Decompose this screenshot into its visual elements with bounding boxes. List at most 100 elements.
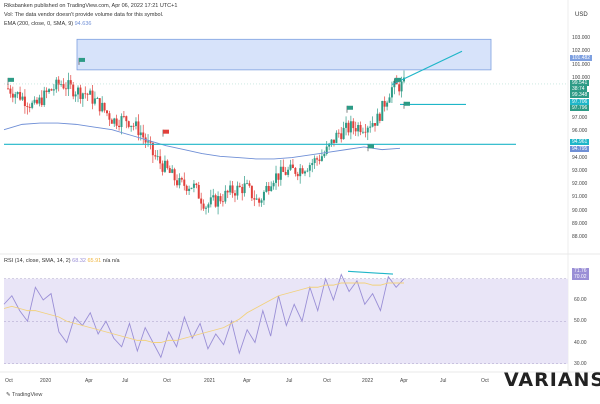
candle-body — [364, 131, 367, 133]
candle-body — [376, 113, 379, 126]
tradingview-logo: ✎ TradingView — [6, 392, 42, 398]
candle-body — [147, 141, 150, 143]
price-tag-low2: 97.796 — [570, 105, 590, 112]
time-axis-label: Jul — [286, 378, 293, 384]
candle-body — [390, 87, 393, 98]
candle-body — [231, 185, 234, 194]
time-axis-label: 2020 — [40, 378, 52, 384]
rsi-axis-label: 60.00 — [574, 297, 587, 303]
candle-body — [219, 196, 222, 202]
candle-body — [359, 125, 362, 133]
candle-body — [67, 80, 70, 90]
candle-body — [14, 94, 17, 98]
candle-body — [212, 195, 215, 198]
signal-flag — [404, 101, 410, 106]
price-tag-sup2: 94.795 — [570, 145, 590, 152]
price-tag-countdown: 38:74 — [570, 86, 587, 93]
candle-body — [74, 94, 77, 97]
candle-body — [400, 81, 403, 92]
candle-body — [110, 119, 113, 124]
candle-body — [209, 197, 212, 205]
candle-body — [125, 116, 128, 122]
candle-body — [166, 160, 169, 169]
time-axis-label: 2022 — [362, 378, 374, 384]
candle-body — [340, 133, 343, 140]
tv-icon: ✎ — [6, 392, 11, 398]
candle-body — [316, 158, 319, 160]
candle-body — [91, 90, 94, 104]
candle-body — [190, 187, 193, 189]
candle-body — [345, 122, 348, 128]
candle-body — [45, 90, 48, 93]
candle-body — [299, 168, 302, 177]
candle-body — [50, 89, 53, 91]
candle-body — [383, 100, 386, 107]
candle-body — [349, 121, 352, 133]
candle-body — [236, 185, 239, 196]
candle-body — [243, 183, 246, 194]
candle-body — [320, 156, 323, 161]
signal-flag — [347, 105, 353, 110]
candle-body — [313, 158, 316, 164]
candle-body — [381, 100, 384, 121]
candle-body — [217, 196, 220, 207]
candle-body — [122, 116, 125, 117]
candle-body — [40, 97, 43, 106]
candle-body — [89, 90, 92, 95]
time-axis-label: Oct — [323, 378, 331, 384]
price-axis-label: 88.000 — [572, 234, 588, 241]
price-axis-label: 94.000 — [572, 154, 588, 161]
candle-body — [277, 173, 280, 180]
candle-body — [207, 204, 210, 208]
candle-body — [308, 165, 311, 171]
candle-body — [291, 164, 294, 169]
candle-body — [289, 164, 292, 170]
candle-body — [226, 190, 229, 193]
rsi-axis-label: 50.00 — [574, 318, 587, 325]
candle-body — [253, 198, 256, 200]
candle-body — [183, 179, 186, 186]
time-axis-label: Jul — [122, 378, 129, 384]
candle-body — [265, 185, 268, 192]
candle-body — [154, 155, 157, 157]
candle-body — [229, 185, 232, 193]
candle-body — [115, 118, 118, 126]
candle-body — [267, 185, 270, 191]
candle-body — [284, 171, 287, 175]
candle-body — [354, 128, 357, 132]
candle-body — [163, 160, 166, 172]
candle-body — [195, 183, 198, 186]
candle-body — [282, 166, 285, 172]
candle-body — [176, 180, 179, 186]
candle-body — [132, 125, 135, 127]
candle-body — [202, 203, 205, 209]
candle-body — [28, 106, 31, 108]
candle-body — [374, 123, 377, 126]
signal-flag — [8, 77, 14, 82]
price-tag-low: 97.706 — [570, 99, 590, 106]
time-axis-label: Apr — [85, 378, 93, 384]
candle-body — [168, 168, 171, 173]
candle-body — [197, 185, 200, 199]
candle-body — [352, 121, 355, 129]
candle-body — [178, 178, 181, 186]
rsi-na-value: n/a n/a — [102, 258, 120, 264]
volume-notice: Vol: The data vendor doesn't provide vol… — [4, 12, 164, 18]
candle-body — [113, 118, 116, 124]
candle-body — [275, 173, 278, 183]
candle-body — [262, 191, 265, 201]
candle-body — [64, 88, 67, 90]
candle-body — [241, 186, 244, 194]
candle-body — [250, 185, 253, 199]
trend-line — [391, 50, 463, 86]
candle-body — [142, 132, 145, 138]
candle-body — [304, 171, 306, 174]
price-axis-label: 96.000 — [572, 128, 588, 134]
candle-body — [137, 121, 140, 136]
price-axis-label: 90.000 — [572, 207, 588, 214]
candle-body — [118, 125, 121, 128]
candle-body — [185, 185, 188, 191]
price-tag-sup1: 94.961 — [570, 139, 590, 146]
price-axis-label: 101.000 — [572, 61, 591, 68]
candle-body — [79, 87, 82, 99]
